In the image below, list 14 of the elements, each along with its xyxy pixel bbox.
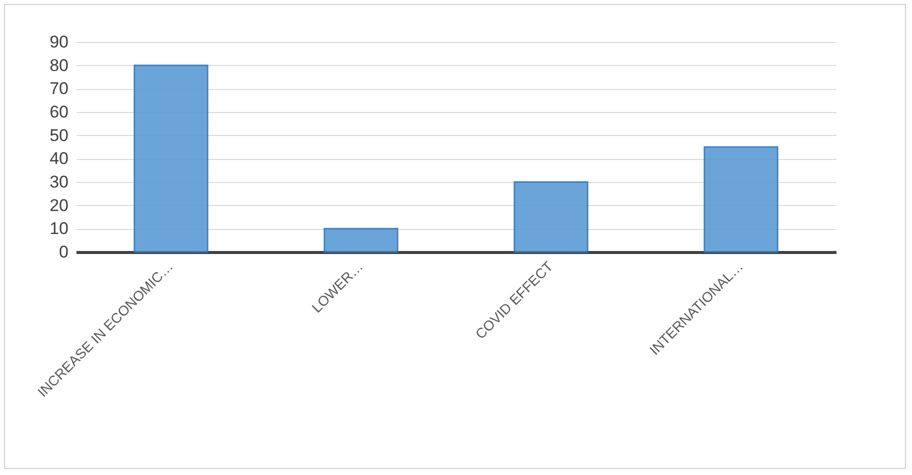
y-tick-label: 60 — [50, 102, 68, 122]
bar — [134, 64, 208, 253]
bar — [514, 181, 588, 253]
bar — [324, 228, 398, 253]
y-tick-label: 0 — [59, 242, 68, 262]
y-tick-label: 80 — [50, 56, 68, 75]
y-tick-label: 40 — [50, 149, 68, 168]
y-tick-label: 50 — [50, 126, 68, 145]
y-tick-label: 10 — [50, 219, 68, 238]
y-tick-label: 90 — [50, 32, 68, 52]
y-tick-label: 70 — [50, 79, 68, 98]
bar — [704, 146, 778, 253]
y-tick-label: 30 — [50, 172, 68, 192]
y-tick-label: 20 — [50, 196, 68, 215]
